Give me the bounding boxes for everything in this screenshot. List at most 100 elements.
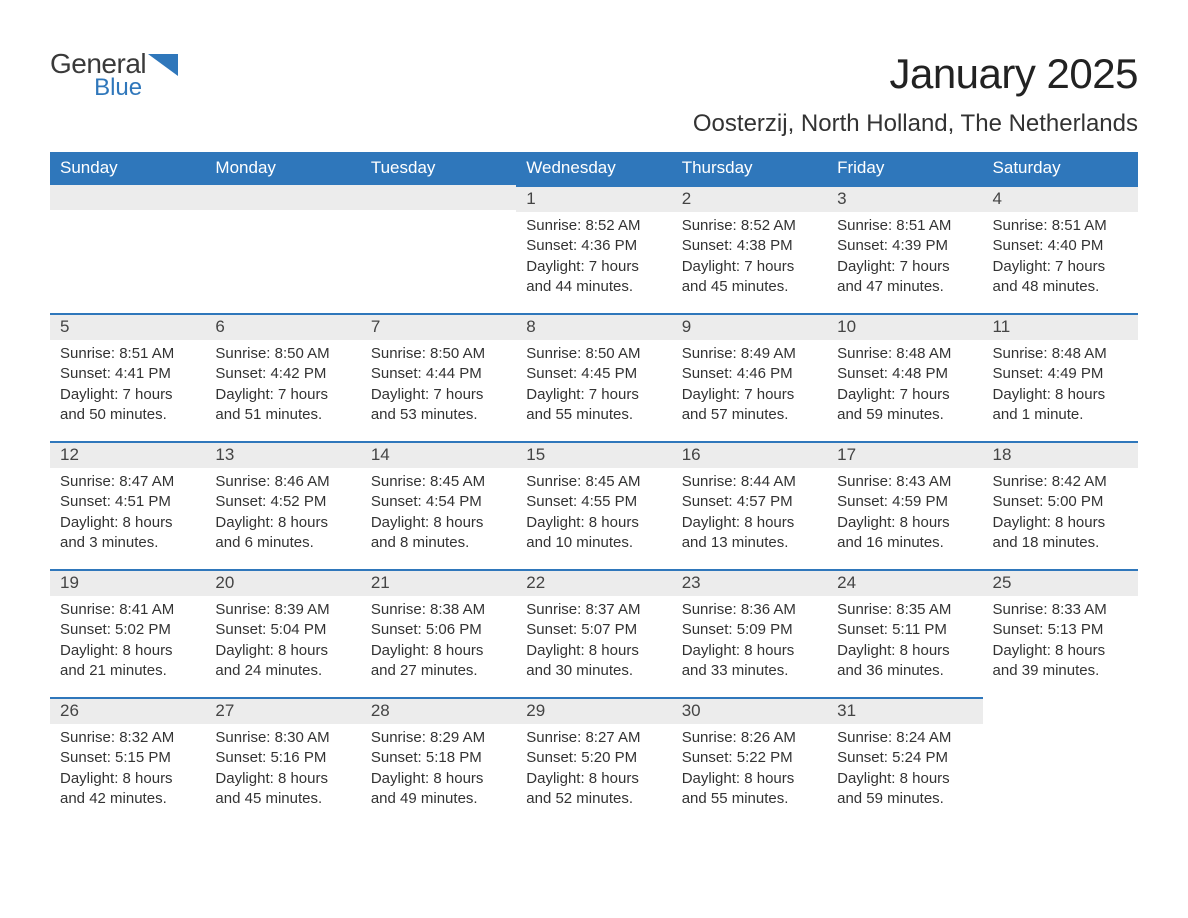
day-body: Sunrise: 8:45 AMSunset: 4:54 PMDaylight:… [361, 468, 516, 559]
day-sunset: Sunset: 4:46 PM [682, 364, 817, 384]
day-body: Sunrise: 8:29 AMSunset: 5:18 PMDaylight:… [361, 724, 516, 815]
day-sunset: Sunset: 4:54 PM [371, 492, 506, 512]
day-dl1: Daylight: 8 hours [993, 513, 1128, 533]
day-body: Sunrise: 8:50 AMSunset: 4:44 PMDaylight:… [361, 340, 516, 431]
calendar-cell: 31Sunrise: 8:24 AMSunset: 5:24 PMDayligh… [827, 697, 982, 825]
day-dl2: and 39 minutes. [993, 661, 1128, 681]
day-number: 17 [827, 441, 982, 468]
day-number: 31 [827, 697, 982, 724]
day-sunrise: Sunrise: 8:49 AM [682, 344, 817, 364]
day-header: Friday [827, 152, 982, 185]
calendar-cell: 9Sunrise: 8:49 AMSunset: 4:46 PMDaylight… [672, 313, 827, 441]
day-dl1: Daylight: 8 hours [60, 513, 195, 533]
day-sunset: Sunset: 4:55 PM [526, 492, 661, 512]
day-body: Sunrise: 8:51 AMSunset: 4:39 PMDaylight:… [827, 212, 982, 303]
day-number: 22 [516, 569, 671, 596]
day-dl2: and 21 minutes. [60, 661, 195, 681]
day-sunset: Sunset: 5:06 PM [371, 620, 506, 640]
day-sunrise: Sunrise: 8:42 AM [993, 472, 1128, 492]
day-number: 14 [361, 441, 516, 468]
calendar-cell: 28Sunrise: 8:29 AMSunset: 5:18 PMDayligh… [361, 697, 516, 825]
day-dl2: and 3 minutes. [60, 533, 195, 553]
day-sunset: Sunset: 5:11 PM [837, 620, 972, 640]
day-header: Monday [205, 152, 360, 185]
calendar-cell: 1Sunrise: 8:52 AMSunset: 4:36 PMDaylight… [516, 185, 671, 313]
empty-day-bar [361, 185, 516, 210]
day-sunrise: Sunrise: 8:44 AM [682, 472, 817, 492]
day-dl2: and 45 minutes. [215, 789, 350, 809]
day-sunrise: Sunrise: 8:48 AM [993, 344, 1128, 364]
calendar-cell: 10Sunrise: 8:48 AMSunset: 4:48 PMDayligh… [827, 313, 982, 441]
calendar-cell: 19Sunrise: 8:41 AMSunset: 5:02 PMDayligh… [50, 569, 205, 697]
day-body: Sunrise: 8:35 AMSunset: 5:11 PMDaylight:… [827, 596, 982, 687]
day-body: Sunrise: 8:46 AMSunset: 4:52 PMDaylight:… [205, 468, 360, 559]
calendar-week: 12Sunrise: 8:47 AMSunset: 4:51 PMDayligh… [50, 441, 1138, 569]
calendar-cell: 23Sunrise: 8:36 AMSunset: 5:09 PMDayligh… [672, 569, 827, 697]
day-number: 25 [983, 569, 1138, 596]
calendar-cell: 14Sunrise: 8:45 AMSunset: 4:54 PMDayligh… [361, 441, 516, 569]
calendar-cell: 25Sunrise: 8:33 AMSunset: 5:13 PMDayligh… [983, 569, 1138, 697]
day-sunrise: Sunrise: 8:26 AM [682, 728, 817, 748]
day-number: 3 [827, 185, 982, 212]
day-sunset: Sunset: 4:57 PM [682, 492, 817, 512]
calendar-cell: 20Sunrise: 8:39 AMSunset: 5:04 PMDayligh… [205, 569, 360, 697]
day-header: Thursday [672, 152, 827, 185]
day-body: Sunrise: 8:36 AMSunset: 5:09 PMDaylight:… [672, 596, 827, 687]
day-dl1: Daylight: 7 hours [526, 385, 661, 405]
day-sunrise: Sunrise: 8:50 AM [371, 344, 506, 364]
day-dl1: Daylight: 7 hours [526, 257, 661, 277]
day-sunrise: Sunrise: 8:52 AM [682, 216, 817, 236]
calendar-cell: 6Sunrise: 8:50 AMSunset: 4:42 PMDaylight… [205, 313, 360, 441]
day-sunset: Sunset: 5:18 PM [371, 748, 506, 768]
day-number: 11 [983, 313, 1138, 340]
brand-logo: General Blue [50, 50, 178, 100]
day-body: Sunrise: 8:27 AMSunset: 5:20 PMDaylight:… [516, 724, 671, 815]
day-dl1: Daylight: 8 hours [371, 769, 506, 789]
day-number: 16 [672, 441, 827, 468]
day-dl2: and 50 minutes. [60, 405, 195, 425]
calendar-cell: 22Sunrise: 8:37 AMSunset: 5:07 PMDayligh… [516, 569, 671, 697]
day-dl2: and 8 minutes. [371, 533, 506, 553]
day-dl2: and 57 minutes. [682, 405, 817, 425]
day-number: 19 [50, 569, 205, 596]
day-body: Sunrise: 8:33 AMSunset: 5:13 PMDaylight:… [983, 596, 1138, 687]
day-number: 26 [50, 697, 205, 724]
day-dl2: and 52 minutes. [526, 789, 661, 809]
calendar-cell: 13Sunrise: 8:46 AMSunset: 4:52 PMDayligh… [205, 441, 360, 569]
day-number: 28 [361, 697, 516, 724]
day-dl2: and 30 minutes. [526, 661, 661, 681]
day-number: 21 [361, 569, 516, 596]
brand-part2: Blue [50, 76, 146, 100]
day-sunset: Sunset: 5:24 PM [837, 748, 972, 768]
calendar-cell: 26Sunrise: 8:32 AMSunset: 5:15 PMDayligh… [50, 697, 205, 825]
day-dl1: Daylight: 7 hours [215, 385, 350, 405]
day-number: 1 [516, 185, 671, 212]
day-dl1: Daylight: 8 hours [682, 641, 817, 661]
day-header: Wednesday [516, 152, 671, 185]
day-dl2: and 55 minutes. [682, 789, 817, 809]
day-sunset: Sunset: 5:15 PM [60, 748, 195, 768]
day-header-row: SundayMondayTuesdayWednesdayThursdayFrid… [50, 152, 1138, 185]
day-sunset: Sunset: 4:48 PM [837, 364, 972, 384]
day-sunrise: Sunrise: 8:41 AM [60, 600, 195, 620]
day-body: Sunrise: 8:24 AMSunset: 5:24 PMDaylight:… [827, 724, 982, 815]
day-dl1: Daylight: 8 hours [526, 769, 661, 789]
day-sunset: Sunset: 4:36 PM [526, 236, 661, 256]
day-dl1: Daylight: 8 hours [371, 513, 506, 533]
calendar-week: 1 Sunrise: 8:52 AM Sunset: 4:36 PMDaylight… [50, 185, 1138, 313]
day-number: 29 [516, 697, 671, 724]
location-label: Oosterzij, North Holland, The Netherland… [50, 110, 1138, 138]
day-sunset: Sunset: 5:07 PM [526, 620, 661, 640]
brand-text: General Blue [50, 50, 146, 100]
day-dl1: Daylight: 7 hours [60, 385, 195, 405]
day-sunset: Sunset: 5:13 PM [993, 620, 1128, 640]
day-number: 7 [361, 313, 516, 340]
day-sunrise: Sunrise: 8:51 AM [60, 344, 195, 364]
day-sunrise: Sunrise: 8:33 AM [993, 600, 1128, 620]
day-dl2: and 51 minutes. [215, 405, 350, 425]
day-dl2: and 44 minutes. [526, 277, 661, 297]
calendar-cell: 24Sunrise: 8:35 AMSunset: 5:11 PMDayligh… [827, 569, 982, 697]
day-number: 6 [205, 313, 360, 340]
day-number: 10 [827, 313, 982, 340]
calendar-body: 1Sunrise: 8:52 AMSunset: 4:36 PMDaylight… [50, 185, 1138, 825]
